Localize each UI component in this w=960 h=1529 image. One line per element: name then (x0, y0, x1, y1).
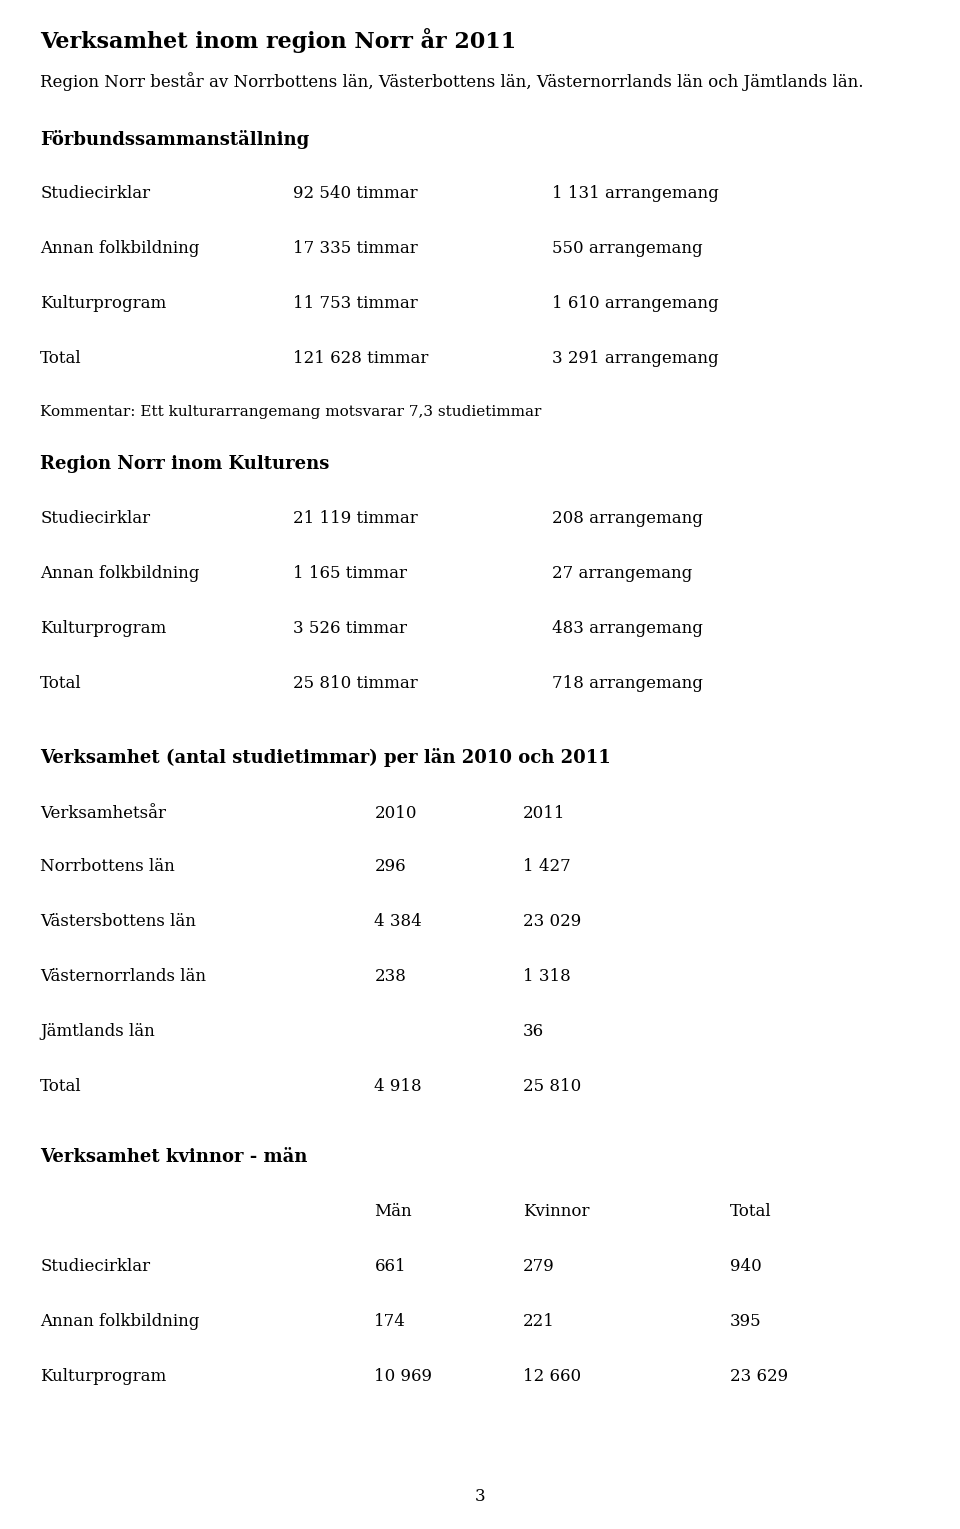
Text: Total: Total (40, 350, 82, 367)
Text: Kommentar: Ett kulturarrangemang motsvarar 7,3 studietimmar: Kommentar: Ett kulturarrangemang motsvar… (40, 405, 541, 419)
Text: 27 arrangemang: 27 arrangemang (552, 566, 692, 583)
Text: 92 540 timmar: 92 540 timmar (293, 185, 418, 202)
Text: Total: Total (40, 1078, 82, 1095)
Text: 940: 940 (730, 1258, 761, 1275)
Text: 4 384: 4 384 (374, 913, 422, 930)
Text: Verksamhet inom region Norr år 2011: Verksamhet inom region Norr år 2011 (40, 28, 516, 54)
Text: 36: 36 (523, 1023, 544, 1040)
Text: 23 029: 23 029 (523, 913, 582, 930)
Text: Norrbottens län: Norrbottens län (40, 858, 175, 875)
Text: 1 131 arrangemang: 1 131 arrangemang (552, 185, 719, 202)
Text: 296: 296 (374, 858, 406, 875)
Text: 25 810: 25 810 (523, 1078, 582, 1095)
Text: Män: Män (374, 1203, 412, 1220)
Text: 11 753 timmar: 11 753 timmar (293, 295, 418, 312)
Text: 238: 238 (374, 968, 406, 985)
Text: 279: 279 (523, 1258, 555, 1275)
Text: Västernorrlands län: Västernorrlands län (40, 968, 206, 985)
Text: 208 arrangemang: 208 arrangemang (552, 511, 703, 528)
Text: Studiecirklar: Studiecirklar (40, 1258, 151, 1275)
Text: 1 318: 1 318 (523, 968, 571, 985)
Text: 3 291 arrangemang: 3 291 arrangemang (552, 350, 719, 367)
Text: 25 810 timmar: 25 810 timmar (293, 674, 418, 693)
Text: Kulturprogram: Kulturprogram (40, 1368, 167, 1385)
Text: Förbundssammanställning: Förbundssammanställning (40, 130, 309, 148)
Text: 1 610 arrangemang: 1 610 arrangemang (552, 295, 719, 312)
Text: Total: Total (40, 674, 82, 693)
Text: 174: 174 (374, 1313, 406, 1330)
Text: 2010: 2010 (374, 804, 417, 823)
Text: 3 526 timmar: 3 526 timmar (293, 619, 407, 638)
Text: 483 arrangemang: 483 arrangemang (552, 619, 703, 638)
Text: Annan folkbildning: Annan folkbildning (40, 1313, 200, 1330)
Text: Verksamhetsår: Verksamhetsår (40, 804, 166, 823)
Text: 550 arrangemang: 550 arrangemang (552, 240, 703, 257)
Text: 121 628 timmar: 121 628 timmar (293, 350, 428, 367)
Text: 23 629: 23 629 (730, 1368, 788, 1385)
Text: Kulturprogram: Kulturprogram (40, 295, 167, 312)
Text: 661: 661 (374, 1258, 406, 1275)
Text: 718 arrangemang: 718 arrangemang (552, 674, 703, 693)
Text: 1 165 timmar: 1 165 timmar (293, 566, 407, 583)
Text: Jämtlands län: Jämtlands län (40, 1023, 156, 1040)
Text: 12 660: 12 660 (523, 1368, 582, 1385)
Text: 17 335 timmar: 17 335 timmar (293, 240, 418, 257)
Text: Kvinnor: Kvinnor (523, 1203, 589, 1220)
Text: 221: 221 (523, 1313, 555, 1330)
Text: Studiecirklar: Studiecirklar (40, 185, 151, 202)
Text: 2011: 2011 (523, 804, 565, 823)
Text: Västersbottens län: Västersbottens län (40, 913, 196, 930)
Text: Total: Total (730, 1203, 771, 1220)
Text: 10 969: 10 969 (374, 1368, 432, 1385)
Text: 1 427: 1 427 (523, 858, 571, 875)
Text: Region Norr inom Kulturens: Region Norr inom Kulturens (40, 456, 329, 472)
Text: 395: 395 (730, 1313, 761, 1330)
Text: Annan folkbildning: Annan folkbildning (40, 240, 200, 257)
Text: 4 918: 4 918 (374, 1078, 422, 1095)
Text: Region Norr består av Norrbottens län, Västerbottens län, Västernorrlands län oc: Region Norr består av Norrbottens län, V… (40, 72, 864, 90)
Text: Verksamhet (antal studietimmar) per län 2010 och 2011: Verksamhet (antal studietimmar) per län … (40, 748, 612, 768)
Text: Kulturprogram: Kulturprogram (40, 619, 167, 638)
Text: Annan folkbildning: Annan folkbildning (40, 566, 200, 583)
Text: Studiecirklar: Studiecirklar (40, 511, 151, 528)
Text: 3: 3 (474, 1488, 486, 1505)
Text: 21 119 timmar: 21 119 timmar (293, 511, 418, 528)
Text: Verksamhet kvinnor - män: Verksamhet kvinnor - män (40, 1148, 308, 1167)
